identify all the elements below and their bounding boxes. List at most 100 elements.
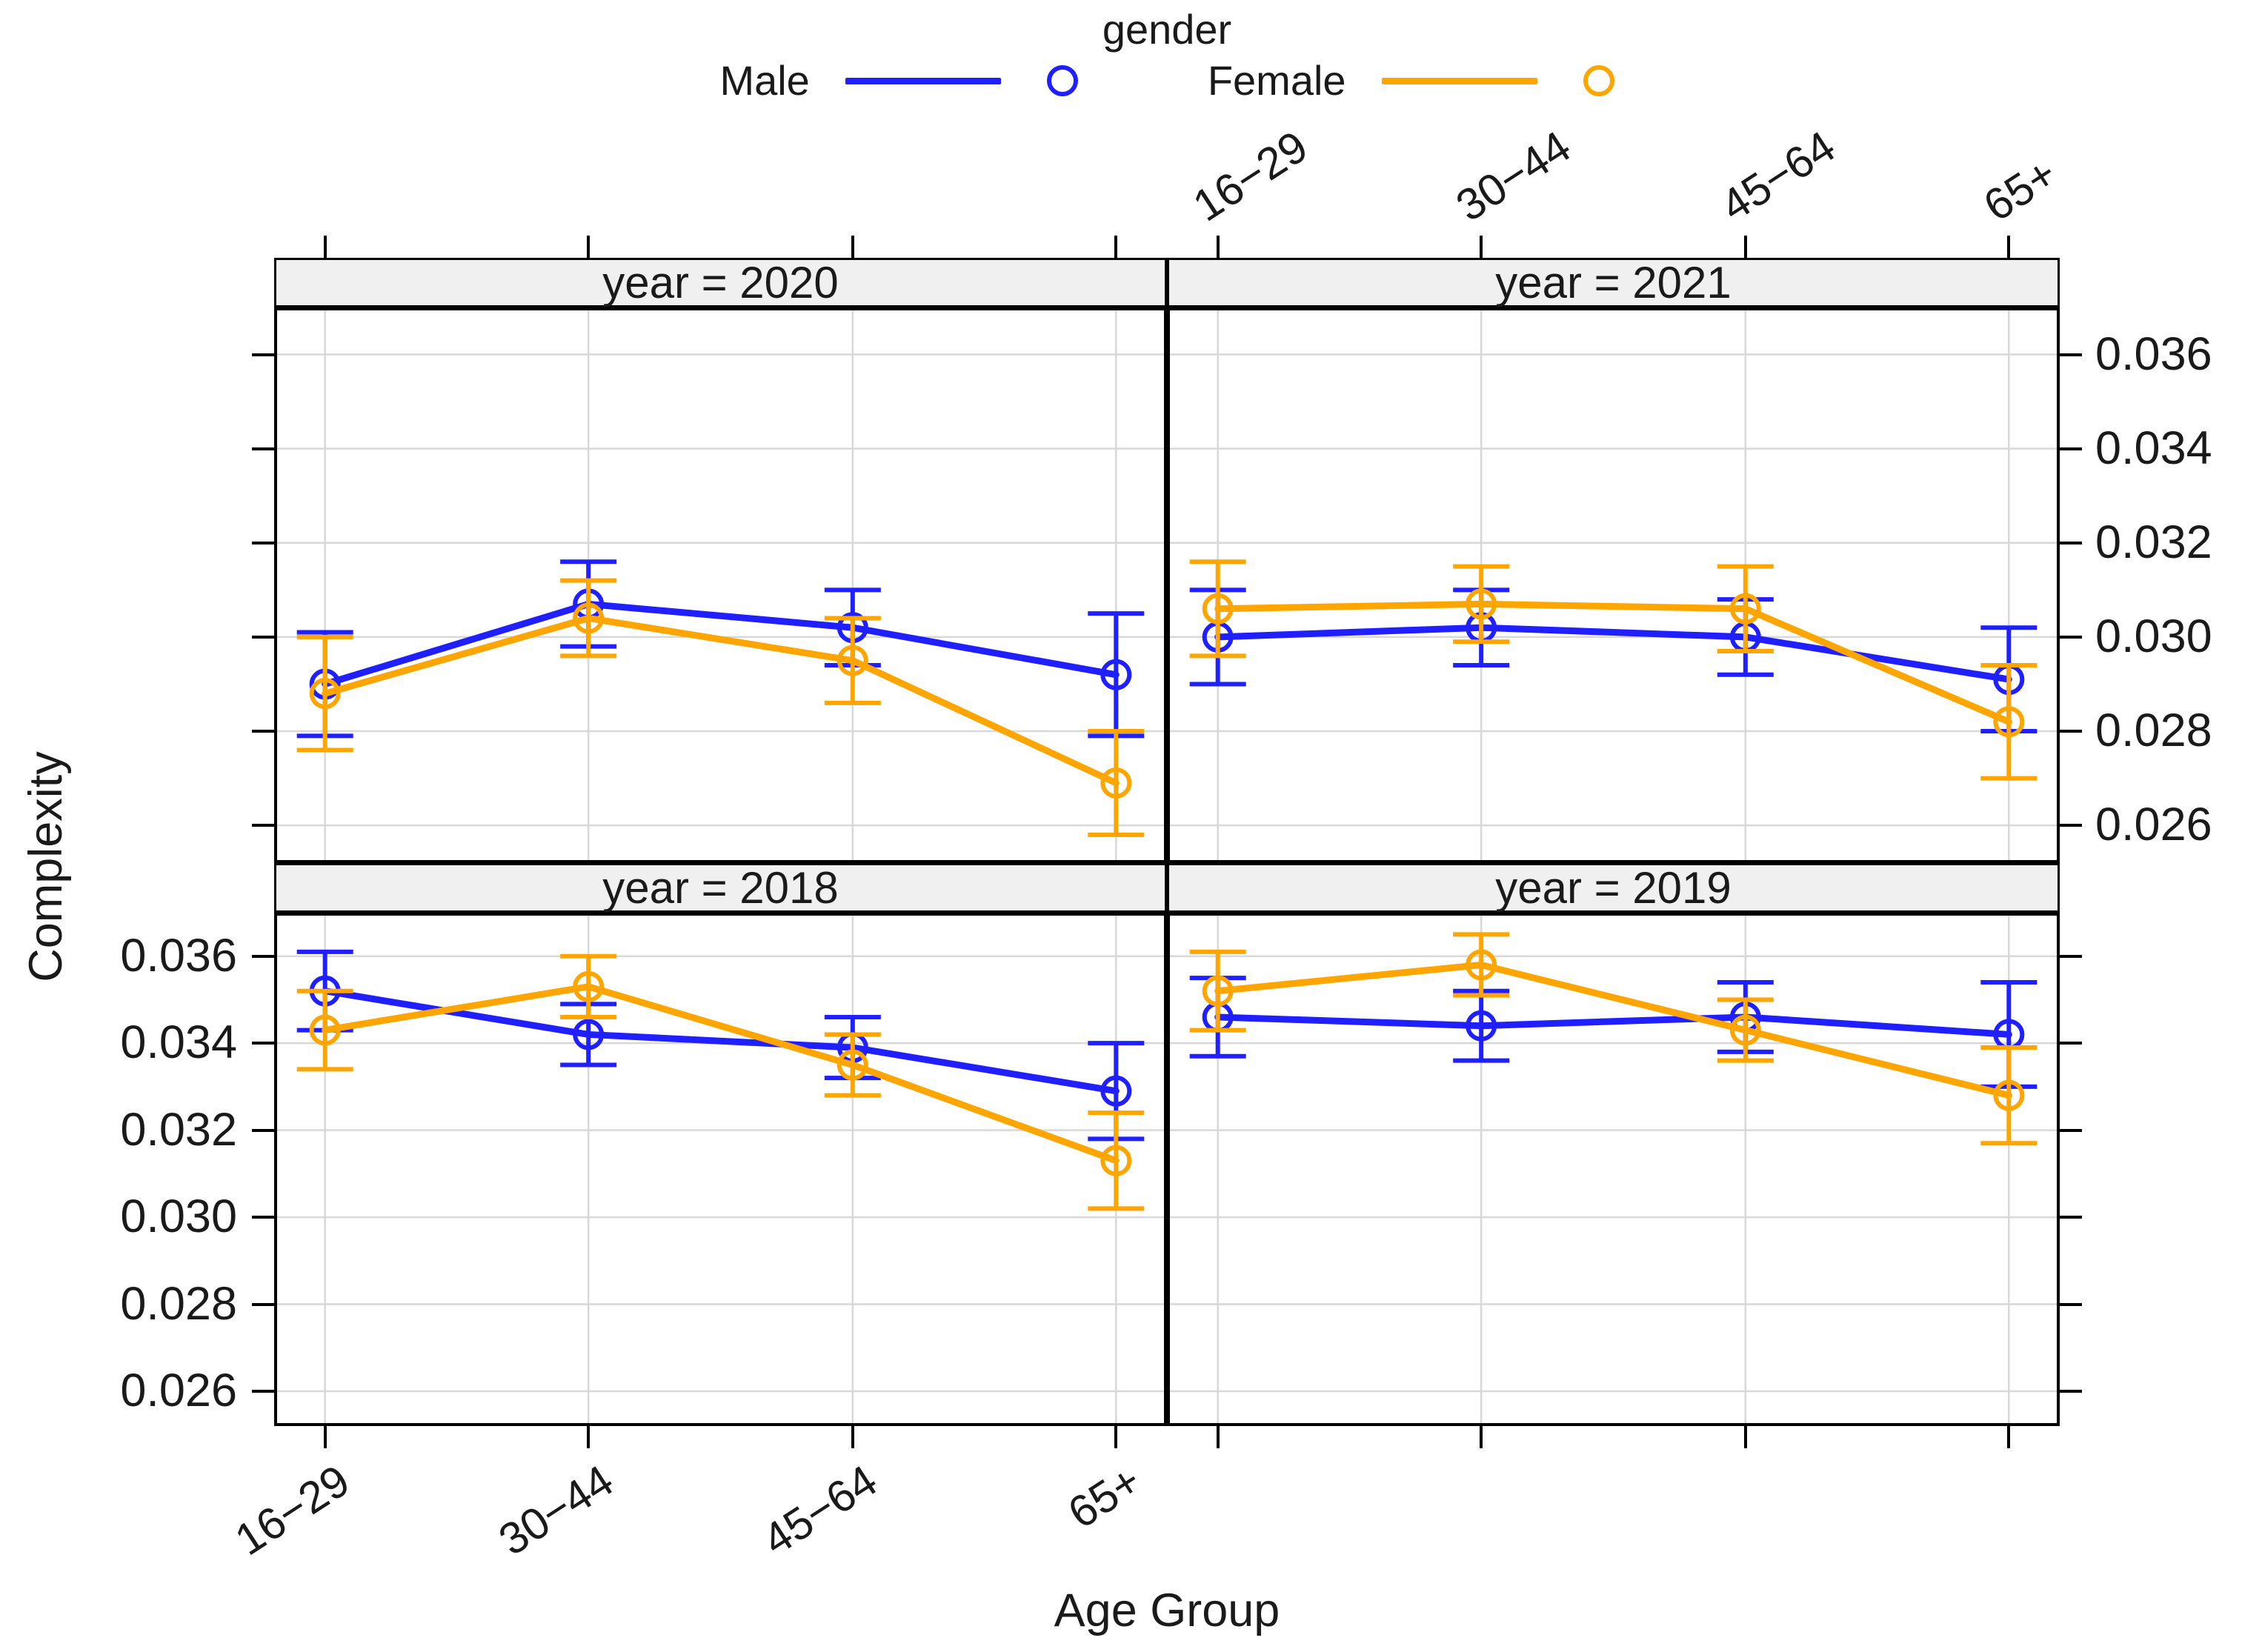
y-tick bbox=[252, 730, 274, 733]
x-tick bbox=[587, 236, 591, 258]
y-tick bbox=[252, 1302, 274, 1306]
data-point-female bbox=[309, 678, 341, 710]
data-point-female bbox=[1729, 593, 1761, 625]
x-tick-label: 65+ bbox=[1059, 1455, 1150, 1539]
y-tick-label: 0.030 bbox=[2095, 610, 2212, 662]
y-tick-label: 0.030 bbox=[120, 1190, 237, 1243]
data-point-female bbox=[1993, 706, 2025, 738]
data-point-female bbox=[1202, 975, 1234, 1007]
facet-strip-label: year = 2021 bbox=[1495, 258, 1732, 307]
data-point-female bbox=[1100, 767, 1132, 799]
panel-border bbox=[274, 913, 1167, 1426]
facet-strip-label: year = 2018 bbox=[602, 863, 839, 913]
y-tick bbox=[252, 954, 274, 958]
x-tick bbox=[323, 236, 327, 258]
series-line-female bbox=[1214, 600, 2012, 725]
data-point-female bbox=[1100, 1145, 1132, 1176]
y-tick bbox=[2060, 824, 2082, 827]
x-tick bbox=[1743, 236, 1747, 258]
x-tick-label: 45−64 bbox=[1712, 121, 1844, 231]
y-tick bbox=[2060, 1042, 2082, 1045]
x-axis-title: Age Group bbox=[1054, 1585, 1280, 1636]
series-line-male bbox=[1214, 1013, 2012, 1038]
y-tick bbox=[2060, 1302, 2082, 1306]
y-tick bbox=[252, 824, 274, 827]
y-tick bbox=[2060, 730, 2082, 733]
y-tick bbox=[2060, 447, 2082, 450]
y-tick bbox=[2060, 1128, 2082, 1132]
y-tick bbox=[252, 1042, 274, 1045]
x-tick-label: 30−44 bbox=[490, 1455, 622, 1565]
y-tick bbox=[252, 447, 274, 450]
data-point-female bbox=[836, 645, 868, 676]
y-tick bbox=[252, 1128, 274, 1132]
x-tick bbox=[323, 1426, 327, 1448]
y-tick bbox=[2060, 541, 2082, 544]
x-tick bbox=[1216, 1426, 1220, 1448]
facet-strip-label: year = 2019 bbox=[1495, 863, 1732, 913]
legend-items: Male Female bbox=[719, 58, 1614, 104]
x-tick bbox=[2007, 1426, 2011, 1448]
data-point-male bbox=[1466, 1010, 1497, 1042]
panel-border bbox=[1167, 307, 2060, 863]
x-tick-label: 30−44 bbox=[1447, 121, 1580, 231]
series-line-female bbox=[322, 983, 1120, 1165]
y-tick-label: 0.026 bbox=[2095, 799, 2212, 851]
x-tick bbox=[1114, 1426, 1118, 1448]
panel-border bbox=[1167, 913, 2060, 1426]
x-tick bbox=[587, 1426, 591, 1448]
data-point-male bbox=[1100, 1075, 1132, 1107]
male-line-swatch-icon bbox=[845, 77, 1001, 84]
panel-2019 bbox=[1167, 913, 2060, 1426]
y-tick bbox=[2060, 954, 2082, 958]
series-line-male bbox=[322, 600, 1120, 687]
y-tick-label: 0.036 bbox=[2095, 327, 2212, 380]
y-tick bbox=[2060, 1216, 2082, 1219]
panel-2020 bbox=[274, 307, 1167, 863]
y-tick bbox=[2060, 353, 2082, 356]
legend-label-female: Female bbox=[1207, 57, 1346, 104]
data-point-female bbox=[1729, 1014, 1761, 1046]
legend-label-male: Male bbox=[719, 57, 810, 104]
x-tick-label: 16−29 bbox=[1184, 121, 1317, 231]
data-point-female bbox=[573, 970, 605, 1002]
data-point-female bbox=[1466, 588, 1497, 620]
data-point-female bbox=[1202, 593, 1234, 625]
data-point-male bbox=[1100, 659, 1132, 690]
y-tick-label: 0.028 bbox=[120, 1277, 237, 1330]
data-point-female bbox=[1466, 949, 1497, 981]
x-tick-label: 16−29 bbox=[226, 1455, 359, 1565]
x-tick bbox=[1114, 236, 1118, 258]
data-point-female bbox=[836, 1049, 868, 1081]
x-tick bbox=[1216, 236, 1220, 258]
y-tick-label: 0.034 bbox=[2095, 422, 2212, 474]
x-tick bbox=[1480, 236, 1483, 258]
series-line-male bbox=[322, 987, 1120, 1095]
facet-strip-year-2019: year = 2019 bbox=[1167, 863, 2060, 913]
y-tick-label: 0.032 bbox=[120, 1103, 237, 1156]
facet-strip-year-2020: year = 2020 bbox=[274, 258, 1167, 307]
x-tick-label: 65+ bbox=[1975, 148, 2066, 231]
data-point-male bbox=[573, 1019, 605, 1050]
y-tick bbox=[252, 635, 274, 639]
y-tick bbox=[2060, 1390, 2082, 1393]
series-line-male bbox=[1214, 624, 2012, 683]
data-point-female bbox=[573, 602, 605, 634]
series-line-female bbox=[322, 614, 1120, 787]
panel-2021 bbox=[1167, 307, 2060, 863]
female-line-swatch-icon bbox=[1381, 77, 1537, 84]
x-tick-label: 45−64 bbox=[754, 1455, 886, 1565]
panel-canvas bbox=[274, 307, 1167, 863]
y-tick bbox=[2060, 635, 2082, 639]
y-tick-label: 0.028 bbox=[2095, 705, 2212, 757]
series-line-female bbox=[1214, 961, 2012, 1099]
panel-2018 bbox=[274, 913, 1167, 1426]
facet-strip-label: year = 2020 bbox=[602, 258, 839, 307]
facet-strip-year-2021: year = 2021 bbox=[1167, 258, 2060, 307]
data-point-female bbox=[309, 1014, 341, 1046]
y-tick bbox=[252, 1390, 274, 1393]
y-tick-label: 0.026 bbox=[120, 1365, 237, 1417]
female-circle-marker-icon bbox=[1583, 65, 1614, 96]
x-tick bbox=[851, 236, 854, 258]
